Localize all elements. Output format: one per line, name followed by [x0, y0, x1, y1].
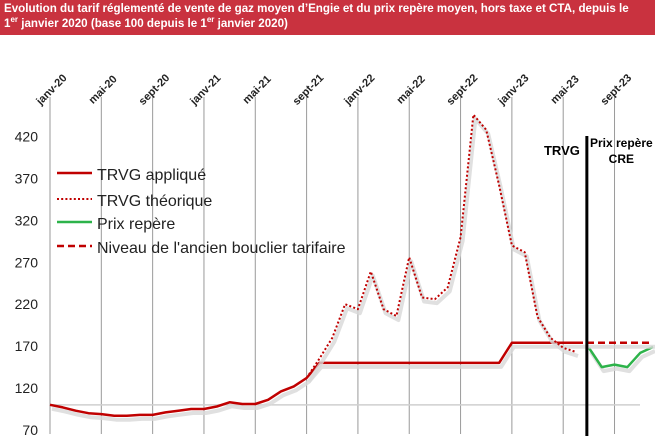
x-tick-label: sept-21 — [291, 72, 327, 108]
legend-label-bouclier: Niveau de l'ancien bouclier tarifaire — [97, 240, 346, 257]
x-tick-label: janv-23 — [495, 72, 531, 108]
series-shadow — [589, 349, 655, 374]
chart-title-line1: Evolution du tarif réglementé de vente d… — [4, 2, 629, 15]
x-tick-label: sept-22 — [445, 72, 481, 108]
legend-label-trvg-theorique: TRVG théorique — [97, 193, 212, 210]
y-tick-label: 170 — [15, 338, 39, 354]
y-axis-ticks: 70 120 170 220 270 320 370 420 — [15, 129, 39, 439]
x-tick-label: mai-21 — [241, 73, 274, 106]
x-tick-label: janv-22 — [341, 72, 377, 108]
annotations: TRVG Prix repère CRE — [544, 136, 653, 436]
series-line — [305, 113, 577, 379]
series — [49, 113, 655, 422]
legend-label-trvg-applique: TRVG appliqué — [97, 167, 206, 184]
legend: TRVG appliqué TRVG théorique Prix repère… — [57, 167, 346, 257]
chart-title: Evolution du tarif réglementé de vente d… — [0, 0, 655, 35]
series-0 — [49, 341, 578, 422]
series-line — [49, 341, 576, 417]
legend-label-prix-repere: Prix repère — [97, 216, 175, 233]
grid — [49, 97, 640, 434]
y-tick-label: 320 — [15, 212, 39, 228]
series-3 — [576, 341, 655, 349]
y-tick-label: 70 — [22, 422, 38, 438]
series-line — [587, 345, 654, 369]
x-tick-label: mai-23 — [549, 73, 582, 106]
series-2 — [587, 345, 655, 374]
y-tick-label: 270 — [15, 254, 39, 270]
x-tick-label: mai-20 — [87, 73, 120, 106]
x-tick-label: mai-22 — [395, 73, 428, 106]
series-1 — [305, 113, 579, 384]
x-axis-ticks: janv-20 mai-20 sept-20 janv-21 mai-21 sept-21… — [34, 72, 635, 108]
annotation-prix-repere: Prix repère — [590, 136, 653, 150]
x-tick-label: janv-21 — [187, 72, 223, 108]
annotation-trvg: TRVG — [544, 143, 580, 158]
y-tick-label: 220 — [15, 296, 39, 312]
chart-title-line2: 1er janvier 2020 (base 100 depuis le 1er… — [4, 14, 288, 30]
y-tick-label: 370 — [15, 170, 39, 186]
x-tick-label: janv-20 — [34, 72, 70, 108]
series-shadow — [51, 344, 578, 422]
y-tick-label: 420 — [15, 129, 39, 145]
annotation-cre: CRE — [609, 152, 634, 166]
x-tick-label: sept-20 — [137, 72, 173, 108]
x-tick-label: sept-23 — [599, 72, 635, 108]
series-shadow — [306, 116, 579, 384]
y-tick-label: 120 — [15, 380, 39, 396]
